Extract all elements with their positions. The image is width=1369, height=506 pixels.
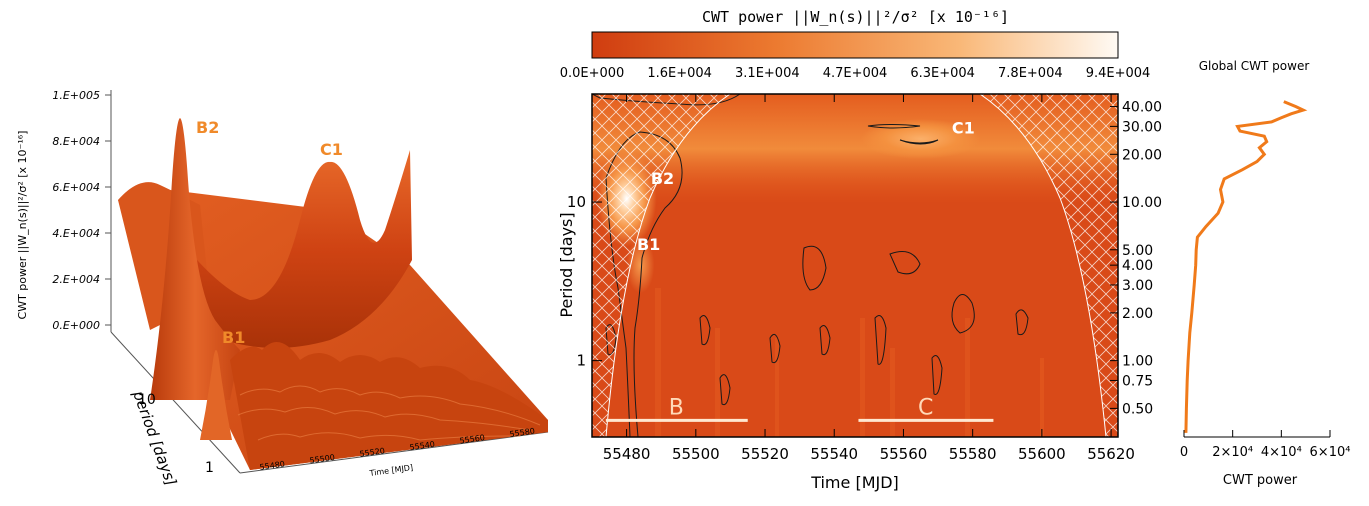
time-tick-3d-0: 55480 [259,460,285,472]
y-tick-right-9: 30.00 [1122,119,1162,135]
colorbar-tick-5: 7.8E+004 [998,66,1063,81]
surface-peak-b1 [200,350,232,440]
y-tick-left-1: 10 [567,193,586,211]
period-tick-10: 10 [138,392,156,408]
y-tick-right-8: 20.00 [1122,147,1162,163]
global-x-tick-2: 4×10⁴ [1261,445,1302,460]
colorbar-tick-0: 0.0E+000 [560,66,624,81]
blob-label-b2: B2 [651,169,674,188]
z-tick-5: 1.E+005 [52,89,100,102]
x-axis-label: Time [MJD] [810,473,899,492]
interval-label-b: B [669,395,684,420]
colorbar-tick-6: 9.4E+004 [1086,66,1151,81]
colorbar-tick-4: 6.3E+004 [910,66,975,81]
time-tick-3d-2: 55520 [359,446,385,458]
peak-label-c1: C1 [320,140,343,159]
y-tick-right-7: 10.00 [1122,195,1162,211]
peak-label-b1: B1 [222,328,245,347]
colorbar-tick-2: 3.1E+004 [735,66,800,81]
x-tick-1: 55500 [672,445,720,463]
time-axis-label-3d: Time [MJD] [368,463,414,478]
surface-ripples [230,342,548,470]
z-tick-4: 8.E+004 [52,135,100,148]
x-tick-7: 55620 [1087,445,1135,463]
x-tick-4: 55560 [880,445,928,463]
global-x-tick-3: 6×10⁴ [1310,445,1351,460]
surface-plot-3d: 0.E+000 2.E+004 4.E+004 6.E+004 8.E+004 1.E+0… [16,89,549,488]
y-axis-label: Period [days] [560,212,576,317]
x-tick-2: 55520 [741,445,789,463]
x-tick-0: 55480 [603,445,651,463]
colorbar-tick-3: 4.7E+004 [823,66,888,81]
period-tick-1: 1 [205,460,214,476]
surface-peak-b2 [150,118,240,400]
blob-c1 [860,118,981,159]
global-x-label: CWT power [1223,473,1298,488]
x-tick-6: 55600 [1018,445,1066,463]
y-tick-right-0: 0.50 [1122,401,1153,417]
time-tick-3d-1: 55500 [309,453,335,465]
colorbar [591,31,1119,59]
blob-label-b1: B1 [637,235,660,254]
cwt-panel: 0.0E+000 1.6E+004 3.1E+004 4.7E+004 6.3E+004… [560,31,1162,492]
x-tick-5: 55580 [949,445,997,463]
y-tick-right-5: 4.00 [1122,258,1153,274]
peak-label-b2: B2 [196,118,219,137]
y-tick-left-0: 1 [576,352,586,370]
time-tick-3d-3: 55540 [409,440,435,452]
time-tick-3d-5: 55580 [509,427,535,439]
global-x-tick-0: 0 [1180,445,1188,460]
y-tick-right-2: 1.00 [1122,354,1153,370]
surface-ridge-c1 [180,150,412,348]
z-tick-0: 0.E+000 [52,319,100,332]
y-tick-right-1: 0.75 [1122,373,1153,389]
y-tick-right-6: 5.00 [1122,243,1153,259]
global-x-tick-1: 2×10⁴ [1212,445,1253,460]
blob-label-c1: C1 [952,119,975,138]
y-tick-right-4: 3.00 [1122,278,1153,294]
global-title: Global CWT power [1199,59,1310,73]
global-power-panel: Global CWT power 0 2×10⁴ 4×10⁴ 6×10⁴ CWT po… [1180,59,1351,488]
global-power-line [1184,100,1308,433]
x-tick-3: 55540 [810,445,858,463]
y-tick-right-10: 40.00 [1122,100,1162,116]
z-tick-1: 2.E+004 [52,273,100,286]
z-axis-label: CWT power ||W_n(s)||²/σ² [x 10⁻¹⁶] [16,131,29,320]
colorbar-title: CWT power ||W_n(s)||²/σ² [x 10⁻¹⁶] [701,8,1010,26]
colorbar-tick-1: 1.6E+004 [647,66,712,81]
cone-of-influence-left [592,94,730,437]
y-tick-right-3: 2.00 [1122,306,1153,322]
interval-label-c: C [918,395,933,420]
time-tick-3d-4: 55560 [459,433,485,445]
cone-of-influence-right [980,94,1118,437]
z-tick-3: 6.E+004 [52,181,100,194]
z-tick-2: 4.E+004 [52,227,100,240]
